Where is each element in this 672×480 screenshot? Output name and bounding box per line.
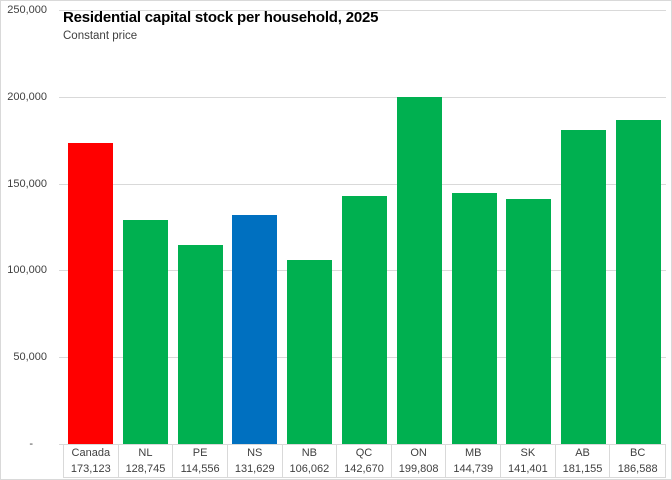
table-cell-nb: NB 106,062 xyxy=(283,445,338,477)
gridline-250000 xyxy=(63,10,666,11)
table-cell-pe: PE 114,556 xyxy=(173,445,228,477)
category-label: NB xyxy=(301,447,317,459)
table-cell-nl: NL 128,745 xyxy=(119,445,174,477)
category-label: AB xyxy=(575,447,590,459)
y-tick-label: 150,000 xyxy=(7,177,47,190)
y-tick-mark xyxy=(59,444,63,445)
y-tick-mark xyxy=(59,357,63,359)
y-tick-mark xyxy=(59,96,63,98)
value-label: 128,745 xyxy=(125,463,166,475)
chart-title: Residential capital stock per household,… xyxy=(63,9,379,26)
data-table: Canada 173,123 NL 128,745 PE 114,556 NS 131,629… xyxy=(63,444,666,478)
bar-on xyxy=(396,97,442,444)
category-label: MB xyxy=(465,447,482,459)
gridline-150000 xyxy=(63,183,666,185)
category-label: Canada xyxy=(71,447,111,459)
y-tick-mark xyxy=(59,10,63,11)
category-label: QC xyxy=(355,447,373,459)
y-tick-label: 50,000 xyxy=(13,351,47,364)
value-label: 199,808 xyxy=(398,463,439,475)
value-label: 144,739 xyxy=(453,463,494,475)
gridline-200000 xyxy=(63,96,666,98)
category-label: SK xyxy=(520,447,536,459)
value-label: 142,670 xyxy=(344,463,384,475)
y-tick-mark xyxy=(59,183,63,185)
y-tick-label: - xyxy=(29,438,33,450)
category-label: PE xyxy=(192,447,208,459)
bar-canada xyxy=(67,143,113,444)
category-label: NS xyxy=(247,447,263,459)
value-label: 106,062 xyxy=(289,463,330,475)
bar-pe xyxy=(177,245,223,444)
bar-bc xyxy=(616,120,662,444)
value-label: 131,629 xyxy=(234,463,275,475)
bar-nl xyxy=(122,220,168,444)
y-tick-label: 100,000 xyxy=(7,264,47,277)
bar-mb xyxy=(451,193,497,444)
y-axis: 250,000 200,000 150,000 100,000 50,000 - xyxy=(1,1,63,479)
value-label: 114,556 xyxy=(180,463,220,475)
plot-area xyxy=(63,10,666,444)
value-label: 173,123 xyxy=(70,463,111,475)
bar-sk xyxy=(506,199,552,444)
bar-ab xyxy=(561,130,607,444)
bar-ns xyxy=(232,215,278,444)
table-cell-qc: QC 142,670 xyxy=(337,445,392,477)
bar-nb xyxy=(287,260,333,444)
y-tick-label: 200,000 xyxy=(7,90,47,103)
y-tick-mark xyxy=(59,270,63,272)
table-cell-sk: SK 141,401 xyxy=(501,445,556,477)
table-cell-ab: AB 181,155 xyxy=(556,445,611,477)
category-label: BC xyxy=(630,447,646,459)
category-label: ON xyxy=(410,447,427,459)
value-label: 181,155 xyxy=(562,463,603,475)
chart-subtitle: Constant price xyxy=(63,30,138,42)
value-label: 186,588 xyxy=(617,463,658,475)
table-cell-ns: NS 131,629 xyxy=(228,445,283,477)
table-cell-bc: BC 186,588 xyxy=(610,445,665,477)
table-cell-mb: MB 144,739 xyxy=(446,445,502,477)
table-cell-on: ON 199,808 xyxy=(392,445,447,477)
bar-qc xyxy=(342,196,387,444)
value-label: 141,401 xyxy=(508,463,548,475)
y-tick-label: 250,000 xyxy=(7,4,47,16)
table-cell-canada: Canada 173,123 xyxy=(64,445,119,477)
category-label: NL xyxy=(138,447,153,459)
